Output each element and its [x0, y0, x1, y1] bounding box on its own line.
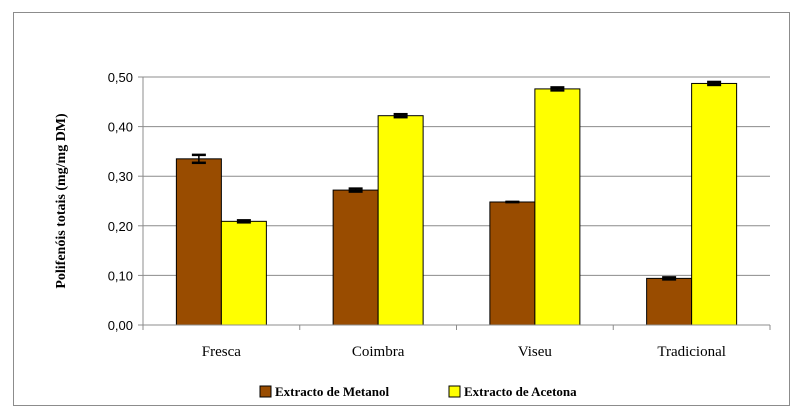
- y-tick-label: 0,10: [108, 268, 133, 283]
- y-tick-label: 0,30: [108, 169, 133, 184]
- bar-metanol: [646, 277, 693, 326]
- legend: Extracto de Metanol Extracto de Acetona: [259, 384, 577, 399]
- bar-metanol: [175, 158, 222, 326]
- legend-label-acetona: Extracto de Acetona: [464, 384, 577, 399]
- bar-metanol: [489, 201, 536, 326]
- x-category-label: Viseu: [518, 344, 553, 360]
- y-axis-title: Polifenóis totais (mg/mg DM): [54, 113, 69, 289]
- legend-swatch-metanol: [259, 385, 272, 398]
- y-tick-label: 0,00: [108, 318, 133, 333]
- bar-metanol: [332, 189, 379, 326]
- x-category-label: Fresca: [202, 344, 241, 360]
- x-category-label: Coimbra: [352, 344, 405, 360]
- legend-label-metanol: Extracto de Metanol: [275, 384, 389, 399]
- x-category-label: Tradicional: [657, 344, 726, 360]
- y-tick-label: 0,20: [108, 219, 133, 234]
- bar-acetona: [691, 82, 738, 326]
- bars: [175, 80, 738, 326]
- legend-swatch-acetona: [448, 385, 461, 398]
- bar-acetona: [220, 220, 267, 326]
- bar-acetona: [534, 88, 581, 326]
- y-tick-label: 0,50: [108, 70, 133, 85]
- y-tick-label: 0,40: [108, 120, 133, 135]
- axes: [138, 76, 771, 330]
- bar-acetona: [377, 115, 424, 326]
- axis-labels: 0,00 0,10 0,20 0,30 0,40 0,50 Fresca Coimbra Vis…: [108, 70, 726, 360]
